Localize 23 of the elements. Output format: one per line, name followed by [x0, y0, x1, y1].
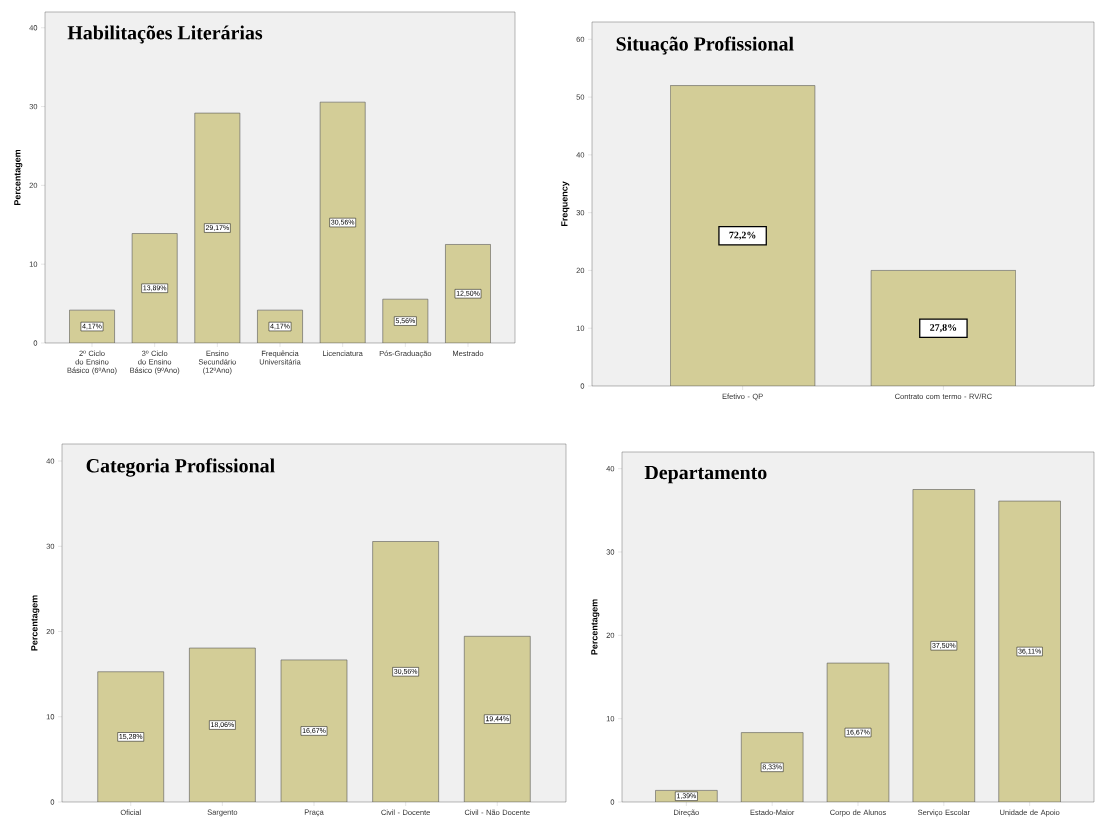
annotation: 27,8% — [930, 324, 957, 333]
bar — [97, 671, 165, 802]
y-axis-title: Percentagem — [591, 599, 600, 655]
bar — [132, 233, 178, 343]
text: Habilitações Literárias — [67, 25, 263, 44]
y-axis-title: Percentagem — [31, 595, 40, 651]
bar — [372, 541, 439, 802]
annotation: 72,2% — [729, 231, 756, 240]
bar — [912, 489, 976, 802]
bar — [189, 648, 256, 802]
bar — [998, 500, 1061, 802]
bar — [741, 732, 804, 802]
y-axis-title: Percentagem — [14, 149, 23, 206]
bar — [320, 102, 366, 343]
bar — [463, 636, 531, 802]
text: Situação Profissional — [616, 36, 794, 55]
text: Categoria Profissional — [86, 458, 275, 477]
bar — [826, 662, 890, 802]
bar — [194, 113, 240, 343]
text: Departamento — [644, 466, 767, 484]
bar — [280, 659, 348, 802]
bar — [445, 244, 491, 343]
y-axis-title: Frequency — [561, 181, 570, 227]
